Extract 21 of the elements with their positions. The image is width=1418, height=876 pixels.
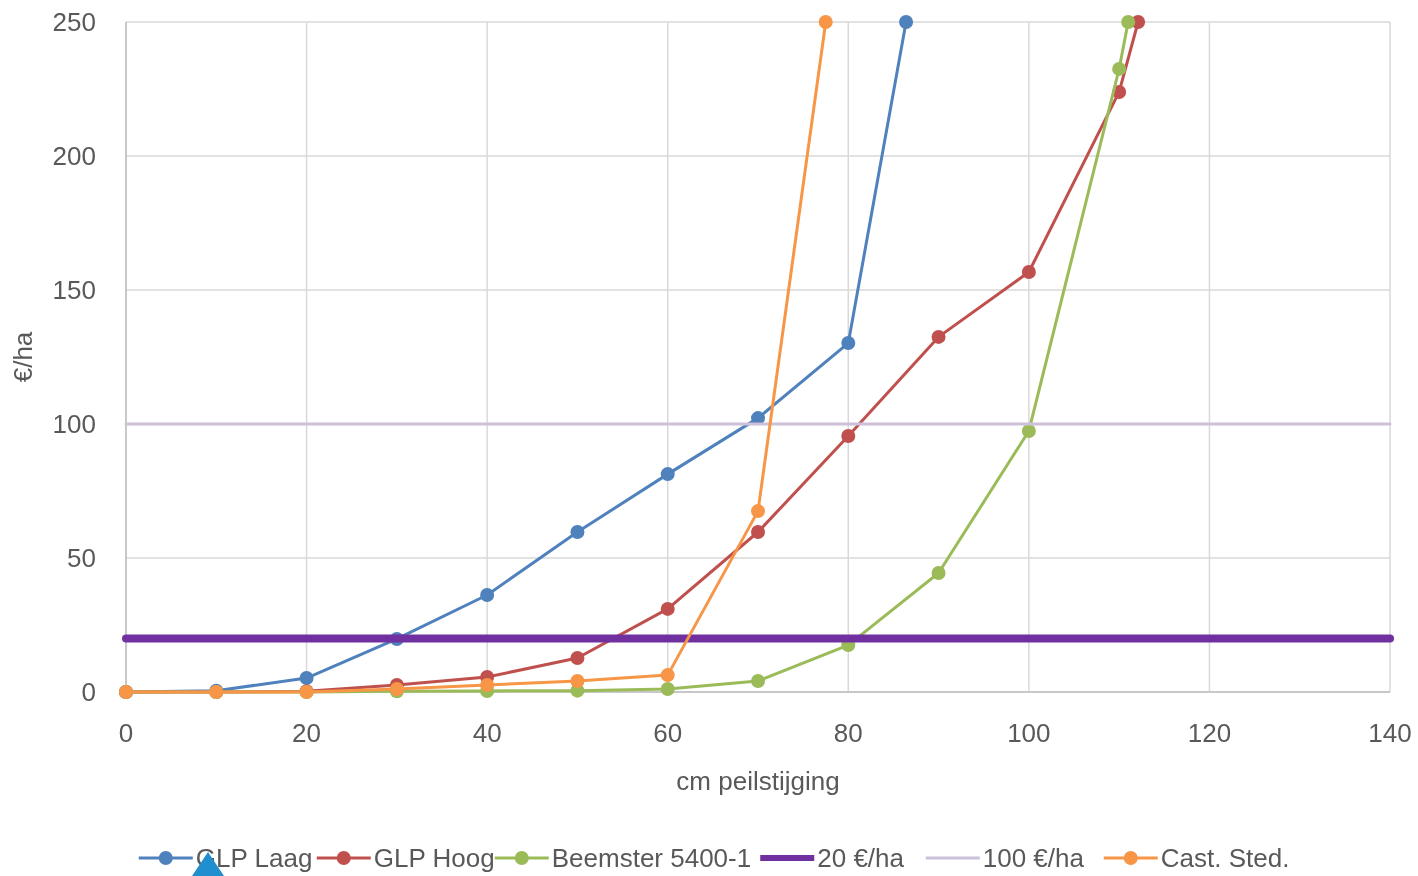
y-tick-label: 150 <box>52 275 96 306</box>
y-tick-label: 0 <box>81 677 96 708</box>
legend-label: Beemster 5400-1 <box>551 843 752 873</box>
y-tick-label: 250 <box>52 7 96 38</box>
x-tick-label: 60 <box>653 718 683 748</box>
legend-label: GLP Hoog <box>373 843 495 873</box>
legend-label: 100 €/ha <box>982 843 1085 873</box>
x-axis-title: cm peilstijging <box>676 766 840 796</box>
x-tick-label: 100 <box>1007 718 1051 748</box>
legend-label: Cast. Sted. <box>1160 843 1290 873</box>
legend-label: 20 €/ha <box>817 843 905 873</box>
x-tick-label: 140 <box>1368 718 1412 748</box>
x-tick-label: 40 <box>472 718 502 748</box>
y-tick-label: 100 <box>52 409 96 440</box>
x-tick-label: 80 <box>833 718 863 748</box>
y-axis-title: €/ha <box>8 331 38 383</box>
x-tick-label: 120 <box>1187 718 1232 748</box>
x-tick-label: 20 <box>292 718 322 748</box>
y-tick-label: 50 <box>67 543 96 574</box>
y-tick-label: 200 <box>52 141 96 172</box>
x-tick-label: 0 <box>118 718 134 748</box>
